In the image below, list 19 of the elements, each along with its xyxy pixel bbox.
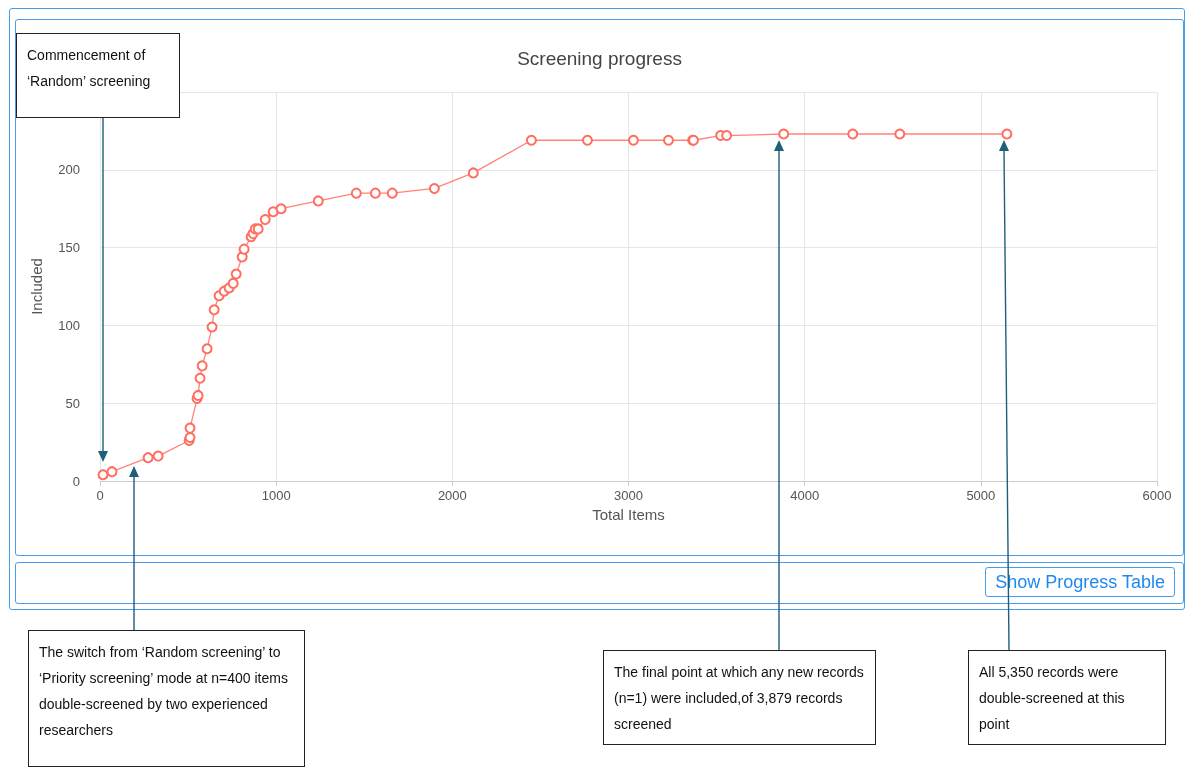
note-box: Commencement of ‘Random’ screening xyxy=(16,33,180,118)
y-axis-title: Included xyxy=(28,258,45,315)
y-tick-label: 150 xyxy=(58,240,80,256)
y-tick-label: 0 xyxy=(72,473,80,489)
x-tick-label: 1000 xyxy=(261,488,291,503)
note-box: All 5,350 records were double-screened at this point xyxy=(968,650,1166,745)
y-tick-label: 100 xyxy=(58,317,80,333)
x-tick-label: 0 xyxy=(96,488,104,503)
y-tick-label: 200 xyxy=(58,162,80,178)
x-tick-label: 6000 xyxy=(1142,488,1172,503)
x-tick-label: 5000 xyxy=(966,488,996,503)
x-tick-label: 2000 xyxy=(437,488,467,503)
note-box: The switch from ‘Random screening’ to ‘Priority screening’ mode at n=400 items double-screened by two experienced researchers xyxy=(28,630,305,767)
note-box: The final point at which any new records (n=1) were included,of 3,879 records screened xyxy=(603,650,876,745)
chart-title: Screening progress xyxy=(517,48,682,69)
x-tick-label: 4000 xyxy=(790,488,820,503)
x-axis-title: Total Items xyxy=(592,506,665,523)
x-tick-label: 3000 xyxy=(614,488,643,503)
y-tick-label: 50 xyxy=(65,395,80,411)
